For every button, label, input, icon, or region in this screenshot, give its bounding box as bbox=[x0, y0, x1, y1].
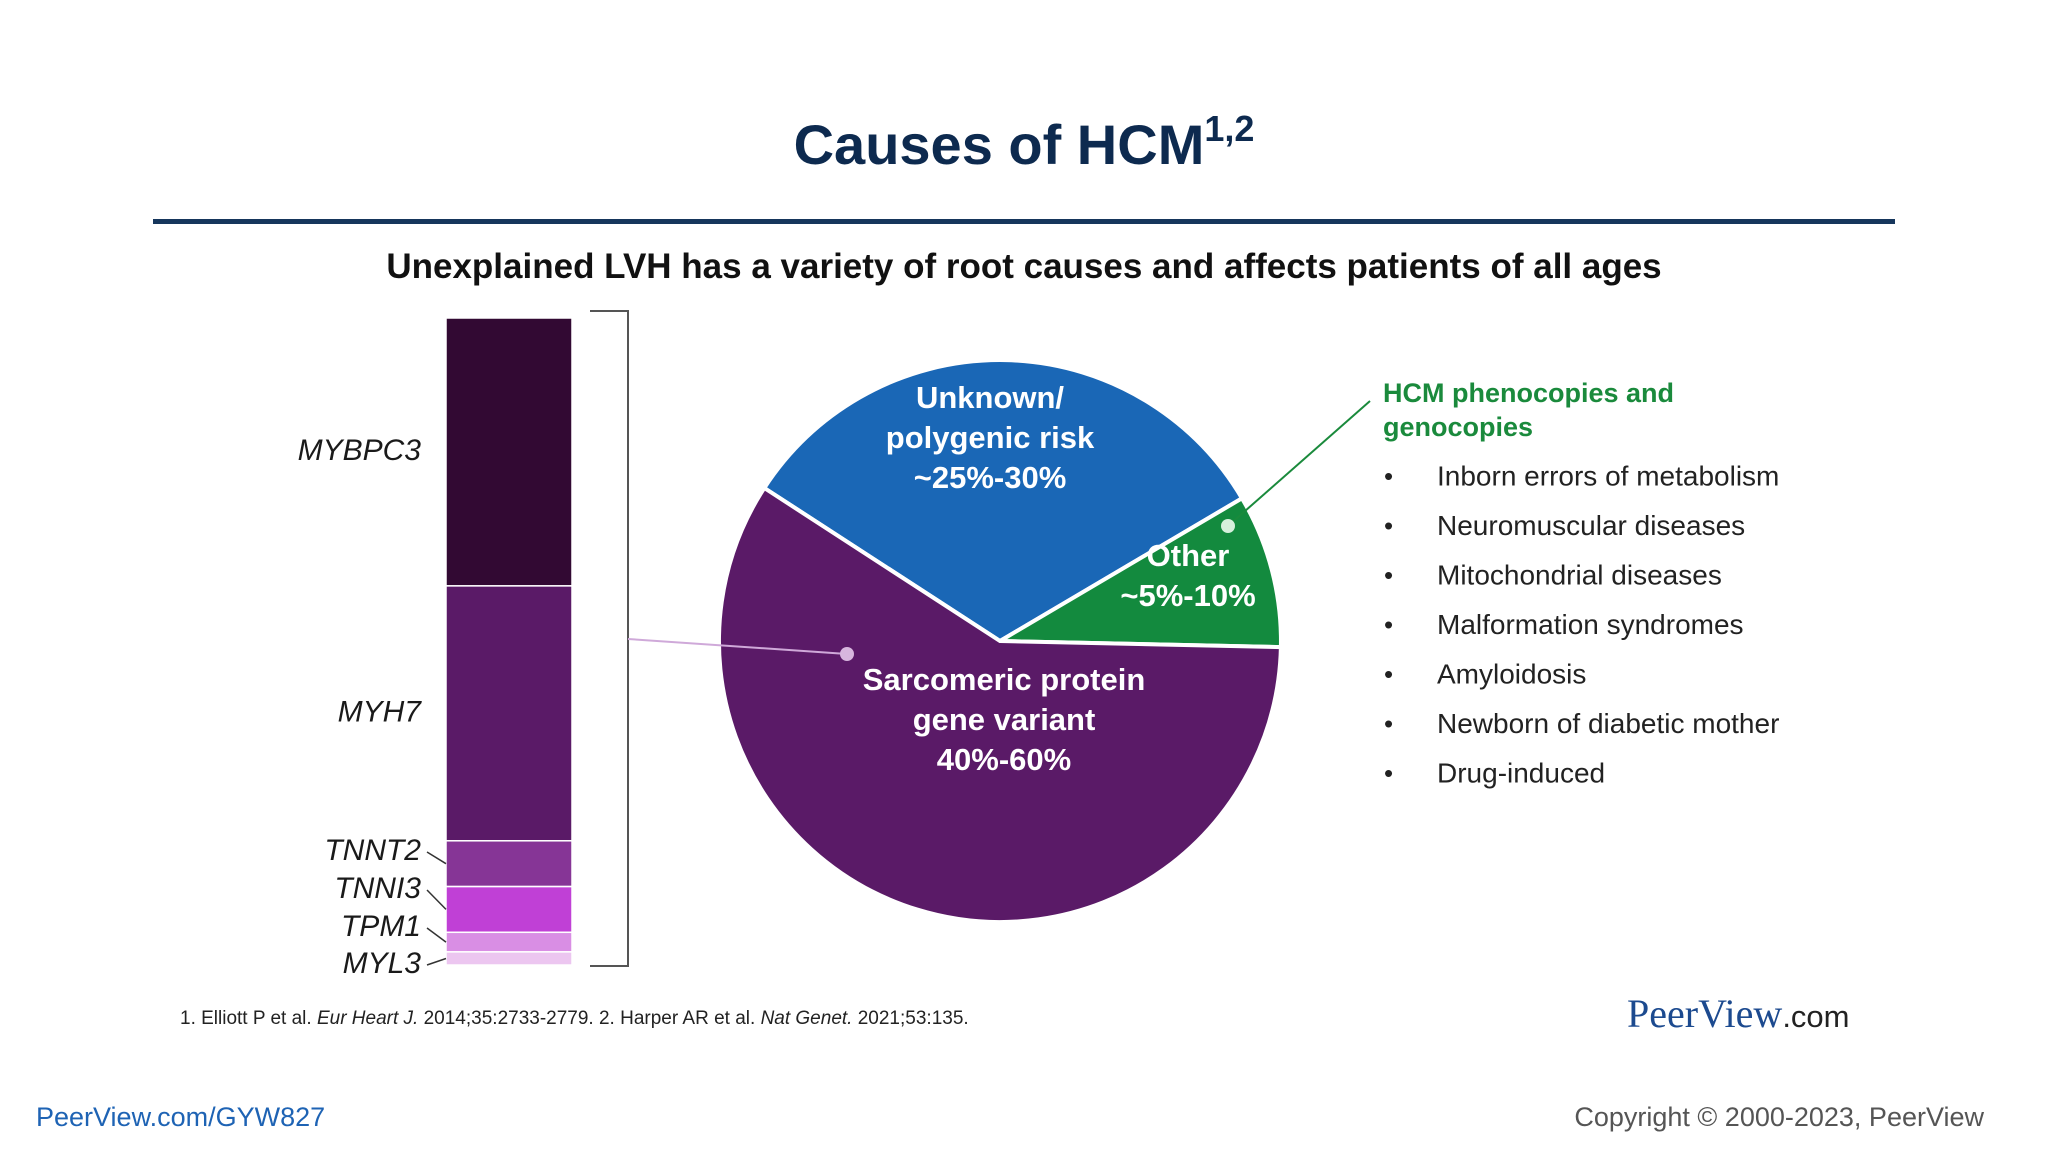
pie-label-unknown-line-1: Unknown/ bbox=[916, 380, 1064, 415]
phenocopy-item-newborn-of-diabetic-mother: Newborn of diabetic mother bbox=[1437, 708, 1779, 739]
pie-slice-other bbox=[992, 495, 1283, 650]
ref2-journal: Nat Genet. bbox=[760, 1008, 853, 1029]
causes-pie bbox=[716, 358, 1283, 924]
bullet-icon: • bbox=[1384, 560, 1393, 590]
bracket bbox=[590, 310, 629, 967]
bracket-connector bbox=[627, 638, 848, 655]
pie-label-sarcomeric-protein-line-3: 40%-60% bbox=[937, 742, 1071, 777]
pie-label-sarcomeric-protein-line-2: gene variant bbox=[913, 702, 1096, 737]
logo-domain: .com bbox=[1782, 999, 1850, 1034]
stack-segment-myl3 bbox=[445, 951, 573, 966]
connectors bbox=[627, 400, 1371, 661]
pie-label-sarcomeric-protein-line-1: Sarcomeric protein bbox=[863, 662, 1146, 697]
pie-slice-sarcomeric-protein bbox=[716, 485, 1283, 924]
stack-segment-tnnt2 bbox=[445, 840, 573, 888]
ref-mid-text: 2014;35:2733-2779. 2. Harper AR et al. bbox=[418, 1008, 761, 1029]
phenocopy-item-amyloidosis: Amyloidosis bbox=[1437, 658, 1586, 689]
phenocopies-heading-line-2: genocopies bbox=[1383, 412, 1533, 442]
phenocopy-item-mitochondrial-diseases: Mitochondrial diseases bbox=[1437, 559, 1722, 590]
gene-stack-bar bbox=[445, 317, 573, 966]
activity-url[interactable]: PeerView.com/GYW827 bbox=[36, 1102, 326, 1132]
stack-segment-tnni3 bbox=[445, 885, 573, 934]
slide-subtitle: Unexplained LVH has a variety of root ca… bbox=[386, 247, 1662, 286]
ref2-text: 2021;53:135. bbox=[852, 1008, 969, 1029]
gene-label-mybpc3: MYBPC3 bbox=[298, 434, 422, 467]
phenocopy-item-neuromuscular-diseases: Neuromuscular diseases bbox=[1437, 510, 1745, 541]
ref1-text: 1. Elliott P et al. bbox=[180, 1008, 317, 1029]
leader-myl3 bbox=[426, 957, 447, 966]
leader-tnni3 bbox=[426, 889, 447, 910]
gene-label-myh7: MYH7 bbox=[338, 695, 423, 728]
bullet-icon: • bbox=[1384, 510, 1393, 540]
ref1-journal: Eur Heart J. bbox=[316, 1008, 419, 1029]
gene-label-tpm1: TPM1 bbox=[341, 910, 421, 943]
gene-label-tnni3: TNNI3 bbox=[334, 872, 421, 905]
stack-segment-tpm1 bbox=[445, 931, 573, 953]
pie-slice-unknown bbox=[761, 358, 1245, 644]
pie-label-other-line-1: Other bbox=[1147, 538, 1230, 573]
title-divider bbox=[153, 219, 1895, 224]
slide-title: Causes of HCM1,2 bbox=[0, 108, 2048, 177]
pie-label-other-line-2: ~5%-10% bbox=[1120, 578, 1255, 613]
sarcomeric-connector-dot bbox=[840, 647, 854, 661]
gene-label-tnnt2: TNNT2 bbox=[324, 834, 421, 867]
stack-segment-myh7 bbox=[445, 585, 573, 842]
title-superscript: 1,2 bbox=[1204, 108, 1255, 149]
title-text: Causes of HCM bbox=[793, 113, 1205, 176]
references: 1. Elliott P et al. Eur Heart J. 2014;35… bbox=[180, 1008, 969, 1030]
phenocopies-heading-line-1: HCM phenocopies and bbox=[1383, 378, 1674, 408]
phenocopy-item-malformation-syndromes: Malformation syndromes bbox=[1437, 609, 1744, 640]
other-connector bbox=[1227, 400, 1371, 527]
bullet-icon: • bbox=[1384, 461, 1393, 491]
bullet-icon: • bbox=[1384, 609, 1393, 639]
leader-tnnt2 bbox=[426, 851, 447, 865]
pie-labels: Unknown/polygenic risk ~25%-30% Other ~5%-1… bbox=[863, 380, 1256, 777]
bullet-icon: • bbox=[1384, 758, 1393, 788]
copyright: Copyright © 2000-2023, PeerView bbox=[1574, 1102, 1984, 1132]
stack-segment-mybpc3 bbox=[445, 317, 573, 587]
pie-label-unknown-line-2: polygenic risk bbox=[886, 420, 1095, 455]
phenocopy-item-drug-induced: Drug-induced bbox=[1437, 757, 1605, 788]
gene-stack-labels: MYBPC3 MYH7 TNNT2 TNNI3 TPM1 MYL3 bbox=[298, 434, 447, 980]
leader-tpm1 bbox=[426, 927, 447, 943]
gene-label-myl3: MYL3 bbox=[343, 947, 422, 980]
other-connector-dot bbox=[1221, 519, 1235, 533]
bullet-icon: • bbox=[1384, 659, 1393, 689]
bullet-icon: • bbox=[1384, 708, 1393, 738]
logo-main: PeerView bbox=[1627, 991, 1783, 1036]
phenocopies-list: HCM phenocopies and genocopies • Inborn err… bbox=[1383, 378, 1779, 788]
pie-label-unknown-line-3: ~25%-30% bbox=[914, 460, 1067, 495]
phenocopy-item-inborn-errors-of-metabolism: Inborn errors of metabolism bbox=[1437, 460, 1779, 491]
peerview-logo: PeerView.com bbox=[1627, 990, 1850, 1037]
